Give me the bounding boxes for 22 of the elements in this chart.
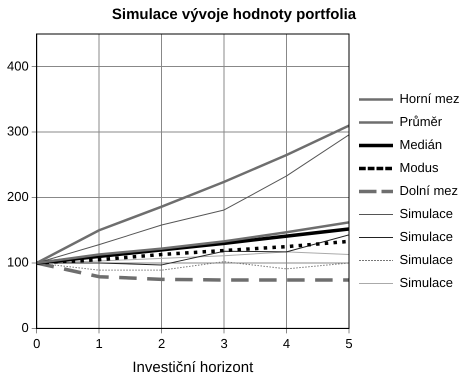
legend-label: Simulace xyxy=(400,275,453,290)
x-tick-label: 4 xyxy=(282,336,290,351)
legend-label: Simulace xyxy=(400,229,453,244)
y-tick-label: 400 xyxy=(6,58,29,74)
y-tick-label: 0 xyxy=(21,320,29,335)
legend-label: Průměr xyxy=(400,114,443,130)
legend-label: Simulace xyxy=(400,252,453,268)
legend-label: Modus xyxy=(400,160,440,176)
x-tick-label: 1 xyxy=(96,336,103,351)
x-tick-label: 3 xyxy=(220,336,228,351)
x-tick-label: 0 xyxy=(33,336,40,351)
legend-label: Horní mez xyxy=(400,91,460,106)
legend-label: Dolní mez xyxy=(400,183,458,198)
legend-label: Simulace xyxy=(400,206,453,222)
y-tick-label: 100 xyxy=(6,254,29,270)
x-tick-label: 2 xyxy=(158,336,166,351)
y-tick-label: 300 xyxy=(6,124,29,139)
x-tick-label: 5 xyxy=(345,336,353,351)
y-tick-label: 200 xyxy=(6,189,29,204)
chart-title: Simulace vývoje hodnoty portfolia xyxy=(112,6,357,24)
x-axis-title: Investiční horizont xyxy=(132,359,254,376)
legend-label: Medián xyxy=(400,137,442,152)
